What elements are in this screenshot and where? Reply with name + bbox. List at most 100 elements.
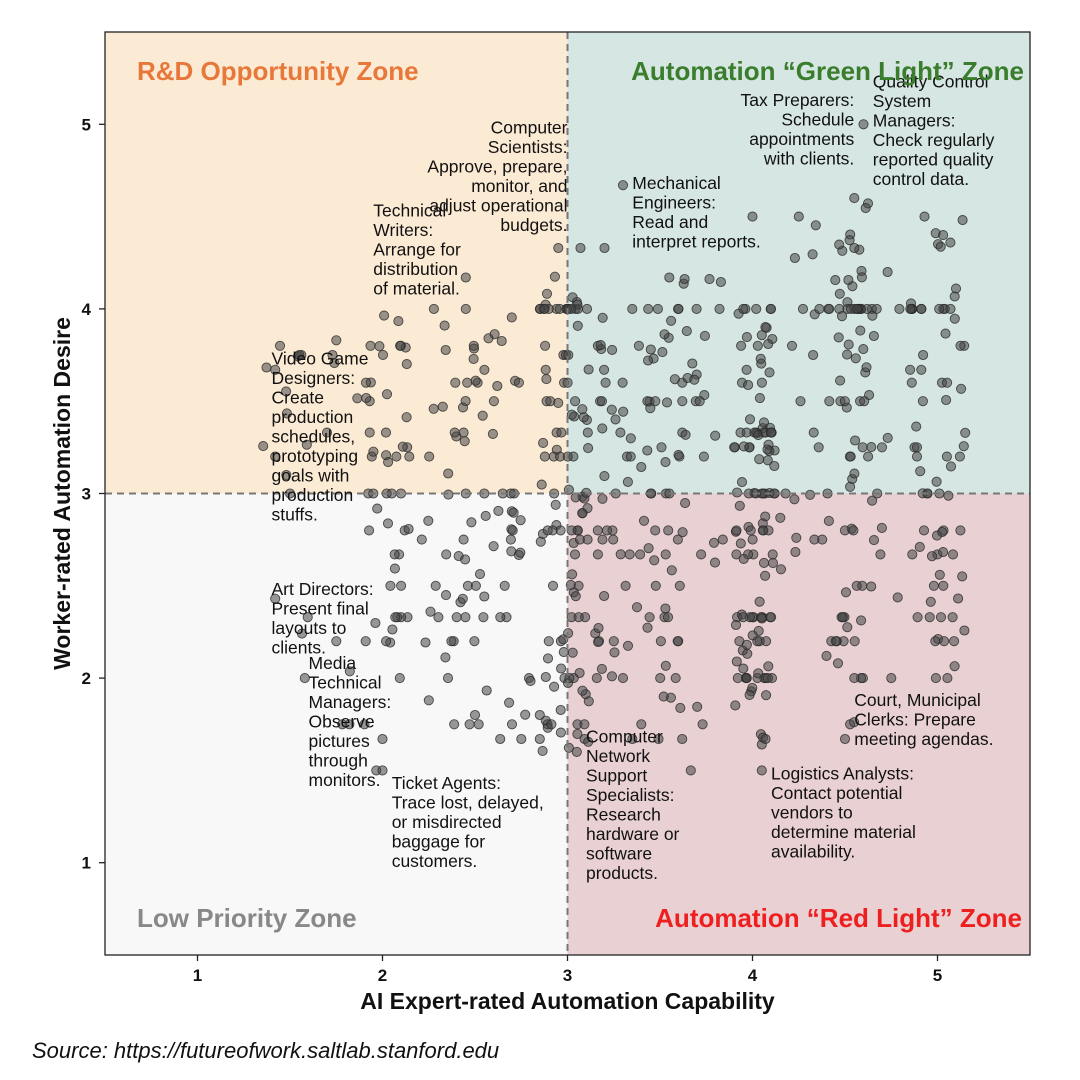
data-point — [767, 558, 779, 569]
annotation-line: Managers: — [873, 110, 956, 130]
data-point — [352, 393, 363, 404]
annotation-line: Managers: — [309, 692, 392, 712]
data-point — [698, 451, 709, 462]
y-tick-label: 3 — [82, 485, 91, 504]
data-point — [437, 401, 448, 412]
data-point — [581, 303, 593, 314]
data-point — [577, 508, 588, 519]
data-point — [515, 515, 526, 526]
data-point — [439, 320, 450, 331]
data-point — [294, 349, 305, 361]
data-point — [617, 673, 629, 684]
data-point — [844, 235, 855, 246]
data-point — [381, 636, 392, 647]
data-point — [546, 719, 557, 730]
data-point — [606, 404, 617, 415]
data-point — [433, 612, 444, 623]
data-point — [916, 303, 927, 314]
data-point — [575, 242, 586, 254]
data-point — [394, 673, 405, 684]
data-point — [627, 303, 638, 314]
data-point — [610, 414, 621, 425]
annotations-layer: Video Game Designers: Create production sche… — [272, 71, 995, 883]
data-point — [919, 211, 930, 222]
data-point — [428, 303, 439, 314]
data-point — [451, 612, 462, 623]
data-point — [492, 380, 503, 392]
data-point — [836, 311, 848, 322]
data-point — [747, 534, 758, 545]
data-point — [858, 119, 869, 130]
data-point — [460, 272, 471, 283]
data-point — [462, 377, 473, 388]
data-point — [627, 733, 638, 745]
data-point — [775, 564, 787, 575]
data-point — [364, 525, 375, 536]
data-point — [763, 338, 774, 350]
data-point — [578, 412, 589, 423]
data-point — [555, 704, 566, 716]
data-point — [296, 628, 308, 639]
data-point — [660, 549, 671, 560]
data-point — [534, 709, 545, 721]
data-point — [540, 340, 551, 351]
data-point — [694, 396, 705, 407]
data-point — [380, 427, 392, 438]
data-point — [597, 534, 608, 545]
data-point — [645, 403, 656, 414]
data-point — [505, 534, 516, 545]
data-point — [657, 347, 668, 358]
data-point — [756, 765, 767, 776]
data-point — [769, 460, 780, 472]
data-point — [572, 728, 583, 740]
data-point — [567, 647, 578, 658]
data-point — [859, 396, 870, 407]
data-point — [302, 612, 313, 623]
data-point — [849, 468, 860, 479]
data-point — [674, 580, 685, 591]
data-point — [547, 580, 559, 591]
data-point — [487, 428, 498, 439]
annotation-line: of material. — [373, 279, 460, 299]
data-point — [596, 396, 607, 407]
data-point — [650, 396, 661, 407]
data-point — [741, 673, 752, 684]
zone-label-bottom-left: Low Priority Zone — [137, 903, 357, 933]
data-point — [495, 612, 506, 623]
annotation-line: monitors. — [309, 770, 381, 790]
data-point — [738, 441, 749, 452]
data-point — [736, 477, 748, 488]
data-point — [538, 437, 549, 448]
data-point — [470, 375, 481, 386]
data-point — [608, 636, 619, 647]
x-tick-label: 1 — [193, 966, 202, 985]
data-point — [496, 335, 507, 347]
annotation-line: or misdirected — [392, 812, 502, 832]
data-point — [443, 489, 454, 500]
data-point — [424, 451, 435, 462]
data-point — [377, 349, 389, 360]
annotation-line: Scientists: — [488, 137, 568, 157]
annotation-line: baggage for — [392, 831, 486, 851]
data-point — [954, 451, 965, 462]
data-point — [866, 442, 877, 453]
data-point — [907, 549, 918, 560]
annotation-line: with clients. — [763, 148, 854, 168]
data-point — [824, 303, 835, 314]
data-point — [808, 349, 819, 361]
data-point — [469, 636, 480, 647]
data-point — [506, 312, 517, 323]
data-point — [945, 303, 956, 314]
data-point — [566, 409, 577, 420]
annotation-line: Ticket Agents: — [392, 773, 501, 793]
data-point — [762, 673, 773, 684]
data-point — [697, 719, 708, 730]
data-point — [642, 445, 653, 456]
data-point — [541, 374, 552, 385]
data-point — [466, 517, 477, 528]
data-point — [940, 328, 951, 339]
data-point — [479, 364, 490, 375]
annotation-7: Media Technical Managers: Observe pictures th… — [309, 653, 392, 790]
data-point — [882, 432, 893, 443]
